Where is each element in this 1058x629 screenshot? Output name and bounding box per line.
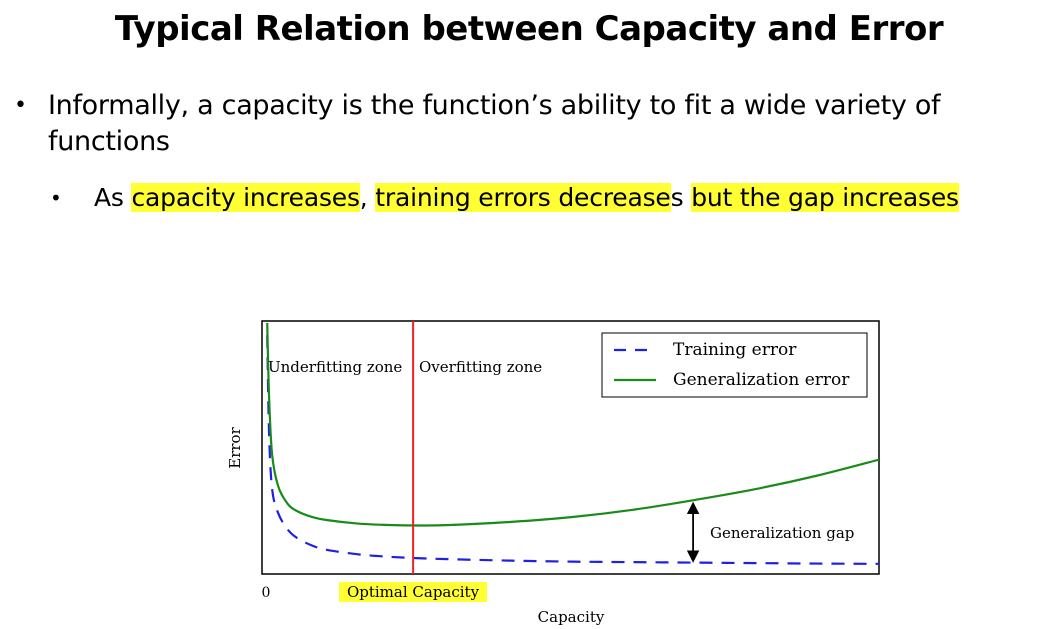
x-axis-label: Capacity: [538, 608, 605, 626]
bullet-text: Informally, a capacity is the function’s…: [48, 90, 941, 157]
generalization-gap-label: Generalization gap: [710, 524, 854, 542]
highlight-capacity-increases: capacity increases: [131, 183, 360, 212]
training-error-line: [266, 335, 879, 565]
highlight-gap-increases: but the gap increases: [691, 183, 959, 212]
y-axis-label: Error: [226, 426, 244, 468]
overfitting-zone-label: Overfitting zone: [419, 358, 542, 376]
legend-box: [601, 332, 868, 398]
sub-bullet-separator-1: ,: [359, 183, 376, 212]
legend-training-label: Training error: [673, 340, 797, 360]
plot-frame: [261, 320, 880, 575]
highlight-training-errors: training errors decrease: [375, 183, 671, 212]
optimal-capacity-label: Optimal Capacity: [347, 583, 480, 601]
sub-bullet-dot-icon: •: [50, 186, 62, 210]
sub-bullet-text: As capacity increases, training errors d…: [50, 180, 1050, 216]
sub-bullet-prefix: As: [94, 183, 132, 212]
bullet-informal-definition: • Informally, a capacity is the function…: [14, 88, 1044, 160]
legend: Training error Generalization error: [601, 332, 868, 398]
optimal-capacity-highlight: [339, 582, 487, 602]
legend-generalization-label: Generalization error: [673, 370, 850, 390]
generalization-error-line: [266, 322, 879, 527]
bullet-dot-icon: •: [14, 93, 27, 118]
sub-bullet-separator-2: s: [670, 183, 692, 212]
slide-title: Typical Relation between Capacity and Er…: [114, 9, 944, 49]
underfitting-zone-label: Underfitting zone: [268, 358, 402, 376]
sub-bullet-capacity-effect: • As capacity increases, training errors…: [50, 180, 1050, 216]
x-tick-label-zero: 0: [262, 585, 271, 601]
